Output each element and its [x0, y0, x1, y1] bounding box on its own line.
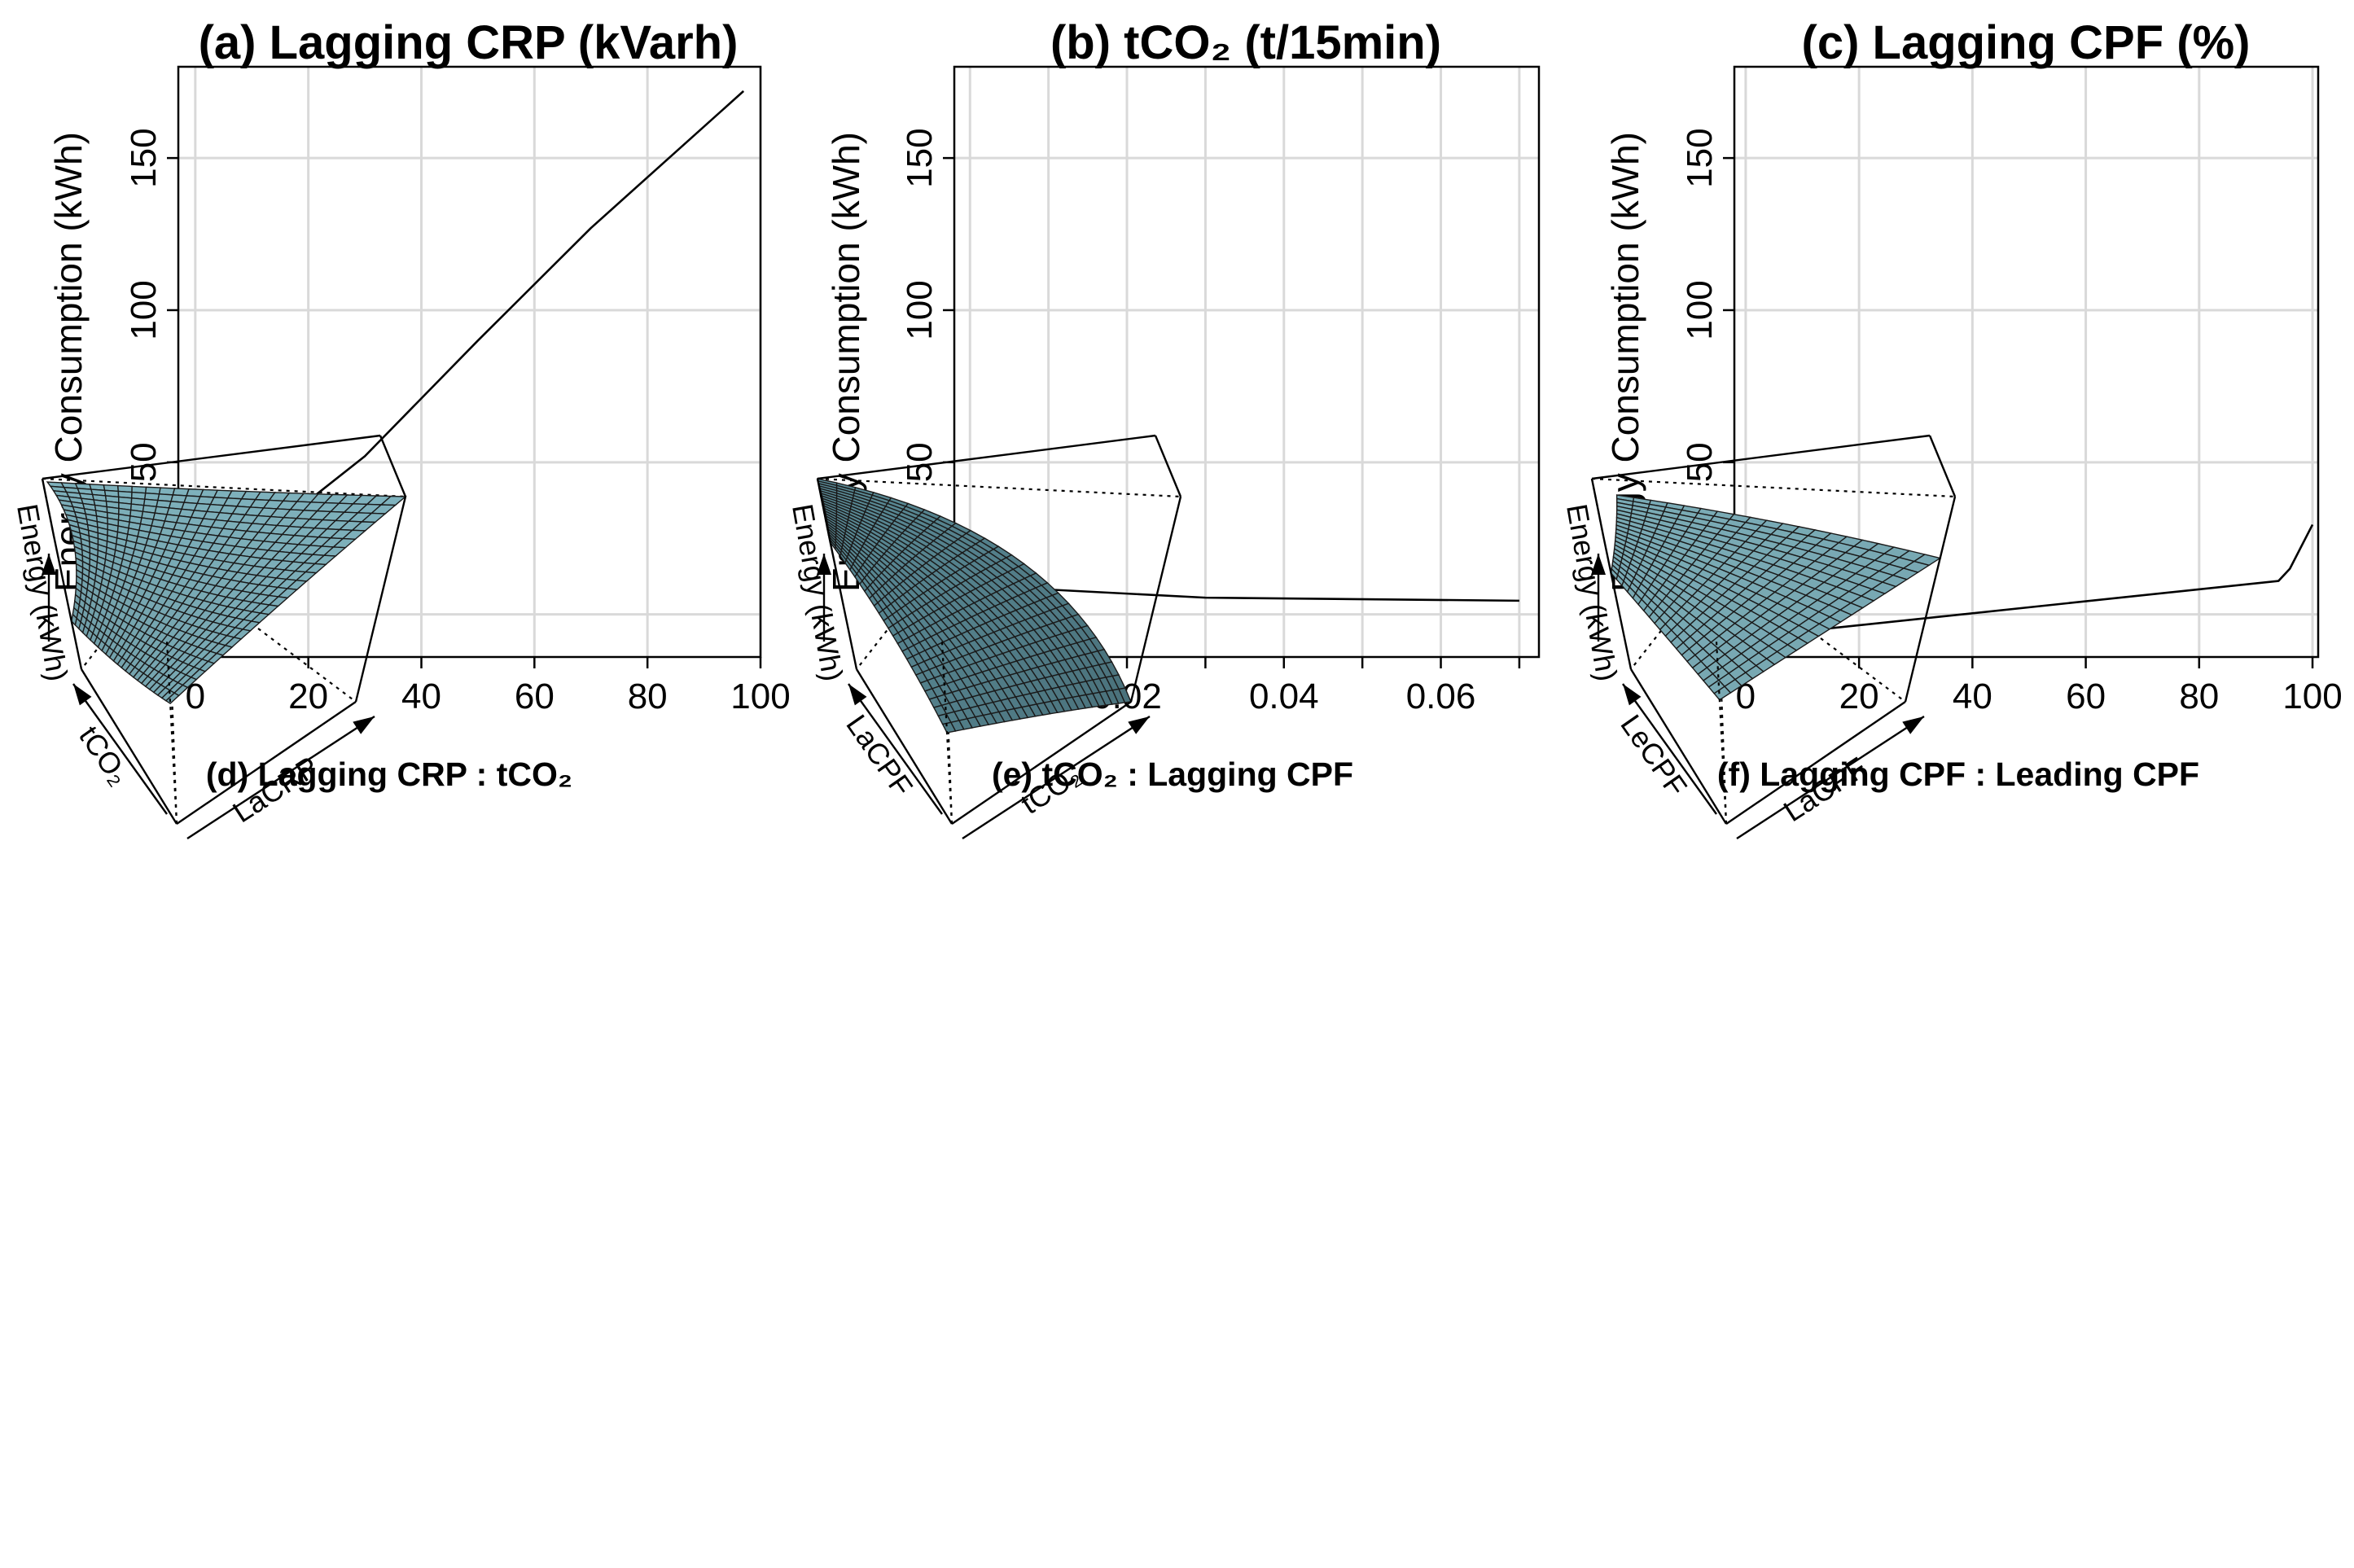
y-tick-label: 150	[900, 128, 940, 187]
box-edge	[817, 434, 1156, 480]
box-edge	[354, 496, 407, 703]
x-tick-label: 0.06	[1406, 677, 1476, 716]
hidden-edge	[1716, 559, 1906, 703]
box-edge	[1928, 435, 1957, 497]
hidden-edge	[42, 477, 406, 498]
y-axis-label: LeCPF	[1614, 708, 1694, 802]
plot-frame	[953, 65, 1541, 659]
box-edge	[1591, 434, 1931, 480]
box-edge	[1590, 478, 1605, 537]
box-edge	[1129, 496, 1182, 703]
y-tick-label: 50	[124, 442, 164, 482]
chart-f: (f) Lagging CPF : Leading CPFLaCPFLeCPFE…	[1560, 434, 2199, 840]
chart-title: (f) Lagging CPF : Leading CPF	[1717, 756, 2199, 793]
hidden-edge	[1630, 559, 1717, 670]
hidden-edge	[1715, 641, 1728, 825]
y-axis-label: LaCPF	[839, 708, 919, 802]
x-tick-label: 0.04	[1249, 677, 1319, 716]
box-edge	[1725, 701, 1906, 825]
z-axis-arrow-head	[42, 554, 56, 575]
plot-frame	[177, 65, 762, 659]
y-axis-arrow	[1622, 683, 1717, 815]
y-tick-label: 100	[124, 280, 164, 339]
box-edge	[80, 668, 178, 825]
y-axis-arrow-head	[848, 684, 867, 706]
box-edge	[827, 535, 858, 670]
box-edge	[1154, 435, 1182, 497]
y-axis-arrow-head	[1623, 684, 1642, 706]
box-edge	[855, 668, 953, 825]
x-axis-arrow	[186, 715, 375, 840]
hidden-edge	[856, 559, 943, 670]
hidden-edge	[166, 559, 357, 703]
x-axis-arrow	[1736, 715, 1925, 840]
hidden-edge	[817, 477, 1181, 498]
box-edge	[951, 701, 1132, 825]
chart-a: 020406080100050100150Energy Consumption …	[47, 16, 791, 716]
x-axis-arrow	[962, 715, 1151, 840]
y-tick-label: 100	[1680, 280, 1720, 339]
x-tick-label: 20	[1839, 677, 1879, 716]
y-axis-label: tCO₂	[72, 720, 136, 791]
box-edge	[176, 701, 357, 825]
box-edge	[41, 478, 55, 537]
x-tick-label: 60	[515, 677, 555, 716]
chart-title: (c) Lagging CPF (%)	[1802, 16, 2251, 69]
x-tick-label: 80	[2179, 677, 2219, 716]
y-axis-arrow-head	[73, 684, 92, 706]
hidden-edge	[81, 559, 168, 670]
box-edge	[52, 535, 83, 670]
x-tick-label: 100	[2282, 677, 2342, 716]
box-edge	[379, 435, 407, 497]
box-edge	[1904, 496, 1957, 703]
series-line	[1745, 523, 2314, 639]
box-edge	[42, 434, 381, 480]
hidden-edge	[165, 641, 178, 825]
box-edge	[816, 478, 831, 537]
hidden-edge	[1591, 477, 1956, 498]
x-tick-label: 60	[2066, 677, 2106, 716]
x-axis-arrow-head	[1128, 716, 1150, 734]
chart-title: (a) Lagging CRP (kVarh)	[199, 16, 739, 69]
plot-frame	[1733, 65, 2320, 659]
y-tick-label: 150	[1680, 128, 1720, 187]
y-tick-label: 50	[900, 442, 940, 482]
chart-title: (e) tCO₂ : Lagging CPF	[992, 756, 1353, 793]
chart-c: 020406080100050100150Energy Consumption …	[1604, 16, 2343, 716]
surface-facet	[1713, 685, 1732, 701]
x-tick-label: 80	[628, 677, 668, 716]
y-tick-label: 150	[124, 128, 164, 187]
x-axis-arrow-head	[353, 716, 375, 734]
y-axis-arrow	[848, 683, 943, 815]
box-edge	[1602, 535, 1633, 670]
y-tick-label: 100	[900, 280, 940, 339]
hidden-edge	[940, 641, 953, 825]
x-tick-label: 20	[288, 677, 328, 716]
x-axis-arrow-head	[1902, 716, 1924, 734]
x-tick-label: 40	[401, 677, 441, 716]
chart-title: (b) tCO₂ (t/15min)	[1050, 16, 1441, 69]
z-axis-arrow-head	[1591, 554, 1606, 575]
x-tick-label: 40	[1953, 677, 1992, 716]
y-axis-arrow	[72, 683, 168, 815]
box-edge	[1629, 668, 1728, 825]
z-axis-arrow-head	[817, 554, 831, 575]
x-tick-label: 100	[730, 677, 790, 716]
